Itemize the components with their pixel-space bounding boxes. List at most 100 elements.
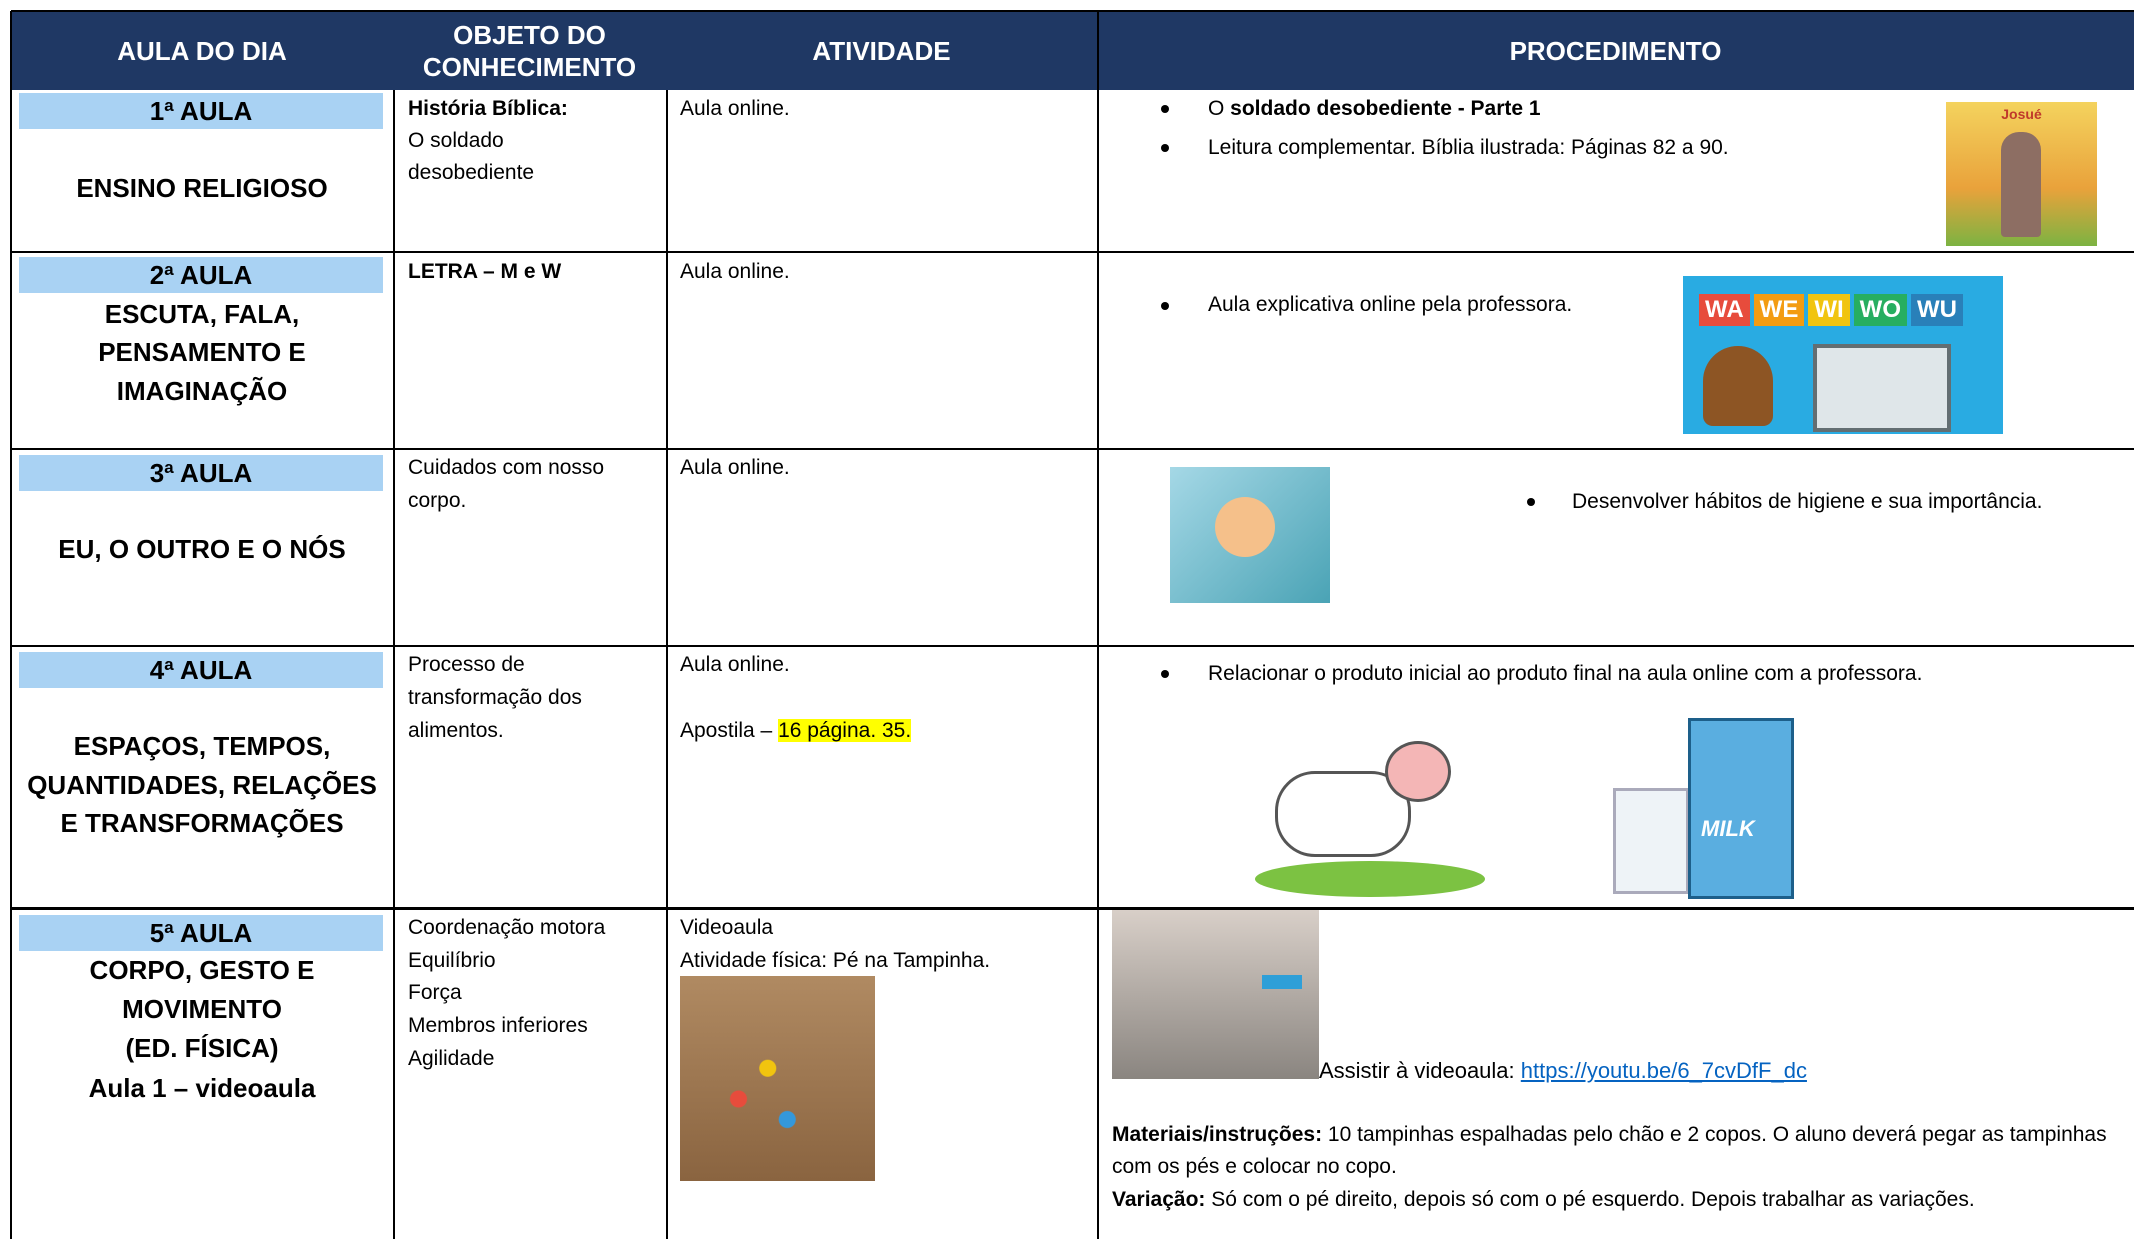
text: 10 tampinhas espalhadas pelo chão e 2 co… <box>1112 1123 2107 1178</box>
glass <box>1613 788 1689 894</box>
objeto: desobediente <box>408 161 535 184</box>
objeto: Processo de <box>408 653 525 676</box>
syllable: WU <box>1911 294 1963 326</box>
area: CORPO, GESTO E <box>89 955 315 985</box>
figure <box>2001 132 2041 237</box>
label: Variação: <box>1112 1188 1206 1211</box>
area: (ED. FÍSICA) <box>125 1033 279 1063</box>
objeto: Equilíbrio <box>408 949 496 972</box>
label: Materiais/instruções: <box>1112 1123 1323 1146</box>
atividade: Aula online. <box>680 653 790 676</box>
objeto: História Bíblica: <box>408 97 568 120</box>
objeto: transformação dos <box>408 686 582 709</box>
area: Aula 1 – videoaula <box>88 1073 316 1103</box>
image-text: Josué <box>2001 106 2042 122</box>
header-cell: OBJETO DO CONHECIMENTO <box>422 19 637 82</box>
header-cell: PROCEDIMENTO <box>1509 35 1722 66</box>
aula-label: 5ª AULA <box>19 915 383 951</box>
objeto: LETRA – M e W <box>408 260 562 283</box>
procedimento: Relacionar o produto inicial ao produto … <box>1208 662 1923 685</box>
illustration <box>1170 467 1330 603</box>
atividade: Aula online. <box>680 456 790 479</box>
grid <box>11 251 2134 253</box>
atividade: Atividade física: Pé na Tampinha. <box>680 949 991 972</box>
procedimento: Assistir à videoaula: https://youtu.be/6… <box>1319 1055 1807 1087</box>
area: EU, O OUTRO E O NÓS <box>58 534 346 564</box>
arrow <box>1262 975 1302 989</box>
syllable: WO <box>1853 294 1907 326</box>
area: PENSAMENTO E <box>98 337 306 367</box>
grid <box>11 10 2134 12</box>
objeto: corpo. <box>408 489 467 512</box>
grid <box>393 90 395 1239</box>
atividade: Videoaula <box>680 916 774 939</box>
procedimento: O soldado desobediente - Parte 1 <box>1208 93 1541 125</box>
text: Só com o pé direito, depois só com o pé … <box>1211 1188 1975 1211</box>
grid <box>1097 11 1099 1239</box>
grid <box>666 90 668 1239</box>
illustration: WA WE WI WO WU <box>1683 276 2003 434</box>
materials: Materiais/instruções: 10 tampinhas espal… <box>1112 1119 2128 1183</box>
carton: MILK <box>1688 718 1794 899</box>
header-cell: AULA DO DIA <box>117 35 287 66</box>
image-text: MILK <box>1701 816 1755 841</box>
area: ESPAÇOS, TEMPOS, <box>73 731 331 761</box>
cow-head <box>1385 741 1451 802</box>
bullet <box>1161 670 1169 678</box>
caps-photo <box>680 976 875 1181</box>
syllable: WE <box>1753 294 1805 326</box>
bullet <box>1527 498 1535 506</box>
grid <box>10 11 12 1239</box>
bullet <box>1161 105 1169 113</box>
area: IMAGINAÇÃO <box>116 376 288 406</box>
milk-illustration: MILK <box>1613 708 1797 899</box>
aula-label: 4ª AULA <box>19 652 383 688</box>
aula-label: 3ª AULA <box>19 455 383 491</box>
objeto: Coordenação motora <box>408 916 606 939</box>
illustration: Josué <box>1946 102 2097 246</box>
syllable: WA <box>1699 294 1750 326</box>
text: O <box>1208 97 1231 120</box>
variation: Variação: Só com o pé direito, depois só… <box>1112 1184 1975 1216</box>
procedimento: Leitura complementar. Bíblia ilustrada: … <box>1208 136 1729 159</box>
bold-text: soldado desobediente - Parte 1 <box>1230 97 1541 120</box>
grid <box>11 907 2134 910</box>
area: ESCUTA, FALA, <box>104 299 300 329</box>
header-cell: ATIVIDADE <box>812 35 951 66</box>
highlight: 16 página. 35. <box>778 719 912 742</box>
cow-illustration <box>1245 721 1497 898</box>
objeto: alimentos. <box>408 719 504 742</box>
area: MOVIMENTO <box>122 994 282 1024</box>
video-link[interactable]: https://youtu.be/6_7cvDfF_dc <box>1520 1058 1807 1083</box>
atividade: Aula online. <box>680 260 790 283</box>
grid <box>11 645 2134 647</box>
child <box>1215 497 1275 557</box>
objeto: Cuidados com nosso <box>408 456 605 479</box>
bullet <box>1161 144 1169 152</box>
objeto: O soldado <box>408 129 504 152</box>
grid <box>11 448 2134 450</box>
aula-label: 2ª AULA <box>19 257 383 293</box>
procedimento: Desenvolver hábitos de higiene e sua imp… <box>1572 490 2043 513</box>
syllables: WA WE WI WO WU <box>1699 294 1963 326</box>
objeto: Agilidade <box>408 1047 495 1070</box>
bullet <box>1161 302 1169 310</box>
procedimento: Aula explicativa online pela professora. <box>1208 293 1573 316</box>
area: QUANTIDADES, RELAÇÕES <box>27 770 377 800</box>
child <box>1703 346 1773 426</box>
area: ENSINO RELIGIOSO <box>76 173 328 203</box>
atividade: Apostila – 16 página. 35. <box>680 715 912 747</box>
text: Apostila – <box>680 719 779 742</box>
objeto: Força <box>408 981 462 1004</box>
atividade: Aula online. <box>680 97 790 120</box>
aula-label: 1ª AULA <box>19 93 383 129</box>
objeto: Membros inferiores <box>408 1014 588 1037</box>
text: Assistir à videoaula: <box>1319 1058 1515 1083</box>
area: E TRANSFORMAÇÕES <box>60 808 344 838</box>
screen <box>1813 344 1951 432</box>
header-bg <box>11 11 2134 90</box>
foot-photo <box>1112 910 1319 1079</box>
syllable: WI <box>1808 294 1850 326</box>
grass <box>1255 861 1485 897</box>
